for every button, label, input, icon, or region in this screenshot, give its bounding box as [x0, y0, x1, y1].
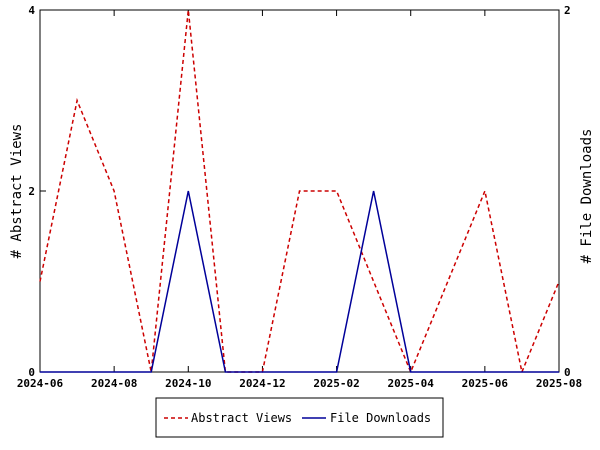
y-tick-label-left: 4 — [28, 4, 35, 17]
x-tick-label: 2024-06 — [17, 377, 64, 390]
x-tick-label: 2024-10 — [165, 377, 211, 390]
y-axis-right: 02 — [553, 4, 571, 379]
y-tick-label-right: 0 — [564, 366, 571, 379]
x-tick-label: 2024-12 — [239, 377, 285, 390]
legend-box — [155, 397, 444, 438]
x-tick-label: 2024-08 — [91, 377, 137, 390]
x-tick-label: 2025-04 — [388, 377, 435, 390]
x-tick-label: 2025-02 — [313, 377, 359, 390]
series-line-file-downloads — [40, 190, 559, 373]
y-axis-right-title: # File Downloads — [579, 129, 595, 264]
series-layer — [39, 9, 560, 375]
x-tick-label: 2025-08 — [536, 377, 582, 390]
y-tick-label-left: 0 — [28, 366, 35, 379]
y-axis-left: 0 2 4 — [28, 4, 46, 379]
y-tick-label-right: 2 — [564, 4, 571, 17]
y-tick-label-left: 2 — [28, 185, 35, 198]
x-tick-label: 2025-06 — [462, 377, 509, 390]
legend: Abstract Views File Downloads — [155, 397, 444, 438]
series-line-abstract-views — [39, 9, 560, 375]
y-axis-left-title: # Abstract Views — [9, 124, 25, 259]
legend-label-file-downloads: File Downloads — [330, 411, 431, 425]
x-axis: 2024-06 2024-08 2024-10 2024-12 2025-02 2025-… — [17, 10, 582, 390]
legend-label-abstract-views: Abstract Views — [191, 411, 292, 425]
